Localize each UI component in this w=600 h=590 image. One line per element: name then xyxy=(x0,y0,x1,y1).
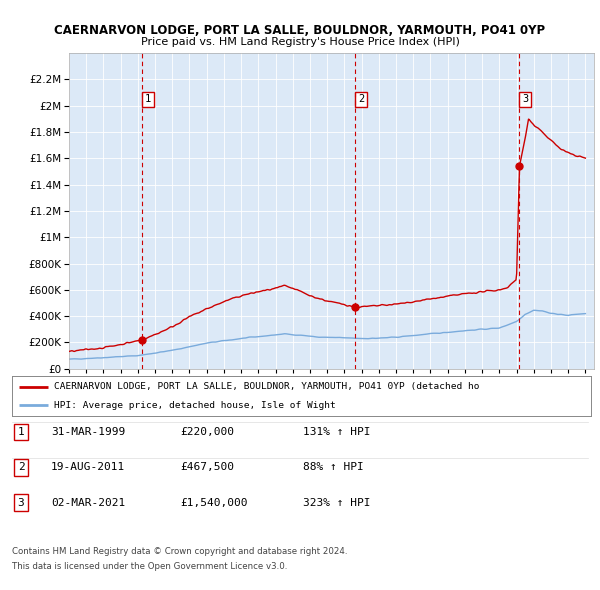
Text: 19-AUG-2011: 19-AUG-2011 xyxy=(51,463,125,472)
Text: 131% ↑ HPI: 131% ↑ HPI xyxy=(303,427,371,437)
Text: HPI: Average price, detached house, Isle of Wight: HPI: Average price, detached house, Isle… xyxy=(53,401,335,409)
Text: 3: 3 xyxy=(17,498,25,507)
Text: £1,540,000: £1,540,000 xyxy=(180,498,248,507)
Text: 3: 3 xyxy=(522,94,528,104)
Text: 1: 1 xyxy=(17,427,25,437)
Text: 1: 1 xyxy=(145,94,151,104)
Text: £220,000: £220,000 xyxy=(180,427,234,437)
Text: 2: 2 xyxy=(17,463,25,472)
Text: £467,500: £467,500 xyxy=(180,463,234,472)
Text: 02-MAR-2021: 02-MAR-2021 xyxy=(51,498,125,507)
Text: 31-MAR-1999: 31-MAR-1999 xyxy=(51,427,125,437)
Text: 2: 2 xyxy=(358,94,364,104)
Text: Price paid vs. HM Land Registry's House Price Index (HPI): Price paid vs. HM Land Registry's House … xyxy=(140,37,460,47)
Text: CAERNARVON LODGE, PORT LA SALLE, BOULDNOR, YARMOUTH, PO41 0YP: CAERNARVON LODGE, PORT LA SALLE, BOULDNO… xyxy=(55,24,545,37)
Text: 88% ↑ HPI: 88% ↑ HPI xyxy=(303,463,364,472)
Text: Contains HM Land Registry data © Crown copyright and database right 2024.: Contains HM Land Registry data © Crown c… xyxy=(12,547,347,556)
Text: 323% ↑ HPI: 323% ↑ HPI xyxy=(303,498,371,507)
Text: CAERNARVON LODGE, PORT LA SALLE, BOULDNOR, YARMOUTH, PO41 0YP (detached ho: CAERNARVON LODGE, PORT LA SALLE, BOULDNO… xyxy=(53,382,479,391)
Text: This data is licensed under the Open Government Licence v3.0.: This data is licensed under the Open Gov… xyxy=(12,562,287,571)
